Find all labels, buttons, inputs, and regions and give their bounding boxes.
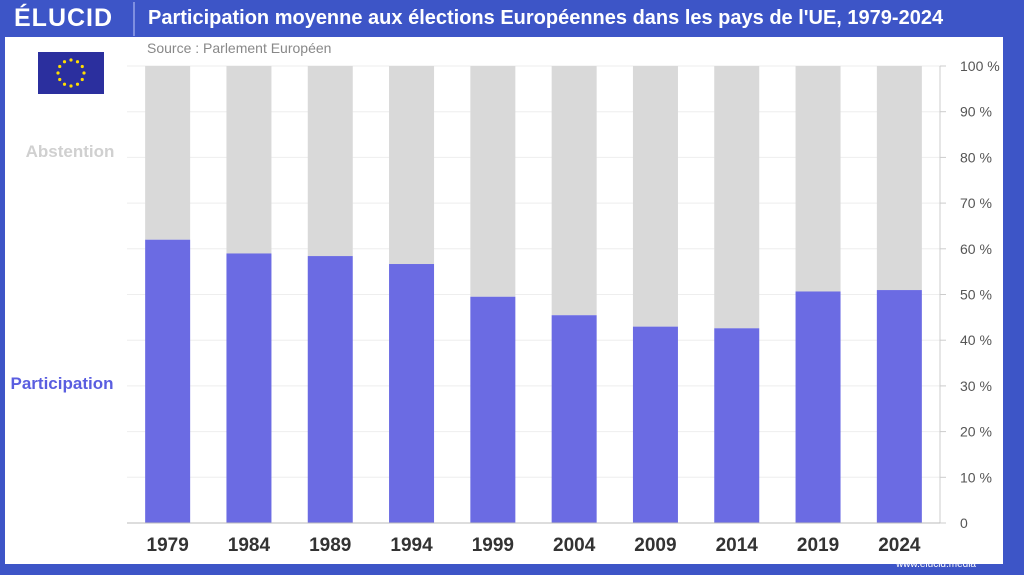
x-tick-label: 1984 <box>228 535 271 556</box>
bar-participation <box>226 253 272 523</box>
header: ÉLUCID Participation moyenne aux électio… <box>0 0 1024 37</box>
y-tick-label: 80 % <box>960 149 992 165</box>
x-tick-label: 1989 <box>309 535 351 556</box>
y-tick-label: 30 % <box>960 378 992 394</box>
y-tick-label: 60 % <box>960 241 992 257</box>
y-tick-label: 0 <box>960 515 968 531</box>
eu-flag-icon <box>38 52 104 94</box>
x-tick-label: 2014 <box>716 535 759 556</box>
x-tick-label: 2004 <box>553 535 596 556</box>
bar-abstention <box>307 66 353 257</box>
bar-participation <box>632 326 678 523</box>
bar-abstention <box>795 66 841 292</box>
chart-subtitle: Source : Parlement Européen <box>147 40 332 56</box>
x-tick-label: 2009 <box>634 535 676 556</box>
legend-abstention: Abstention <box>26 142 115 161</box>
legend-participation: Participation <box>11 374 114 393</box>
y-tick-label: 100 % <box>960 58 1000 74</box>
y-tick-label: 40 % <box>960 332 992 348</box>
bar-abstention <box>145 66 191 240</box>
bar-abstention <box>876 66 922 291</box>
elucid-logo: ÉLUCID <box>14 4 114 32</box>
bar-participation <box>795 291 841 523</box>
x-tick-label: 1979 <box>147 535 189 556</box>
bar-abstention <box>632 66 678 327</box>
bar-abstention <box>470 66 516 297</box>
bar-abstention <box>389 66 435 265</box>
bar-participation <box>307 256 353 523</box>
bar-participation <box>551 315 597 523</box>
bar-participation <box>389 264 435 523</box>
x-tick-label: 2024 <box>878 535 921 556</box>
bar-abstention <box>551 66 597 316</box>
bar-participation <box>714 328 760 523</box>
bar-participation <box>145 239 191 524</box>
bar-abstention <box>714 66 760 329</box>
x-tick-label: 2019 <box>797 535 839 556</box>
y-tick-label: 90 % <box>960 104 992 120</box>
bar-participation <box>470 296 516 523</box>
y-tick-label: 20 % <box>960 424 992 440</box>
divider <box>133 2 135 36</box>
chart-title: Participation moyenne aux élections Euro… <box>148 7 944 29</box>
x-tick-label: 1994 <box>390 535 433 556</box>
bar-participation <box>876 290 922 523</box>
y-tick-label: 10 % <box>960 469 992 485</box>
bar-abstention <box>226 66 272 254</box>
y-tick-label: 70 % <box>960 195 992 211</box>
footer-url: www.elucid.media <box>895 559 976 570</box>
x-tick-label: 1999 <box>472 535 514 556</box>
y-tick-label: 50 % <box>960 287 992 303</box>
